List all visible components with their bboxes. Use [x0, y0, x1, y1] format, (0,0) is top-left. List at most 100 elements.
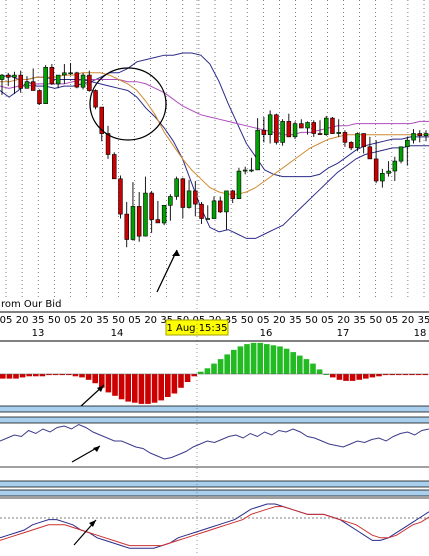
candle-body — [199, 203, 204, 219]
day-label: 17 — [337, 328, 350, 339]
candle-body — [68, 72, 73, 75]
candle-body — [112, 154, 117, 180]
histogram-bar — [171, 374, 178, 394]
histogram-bar — [396, 374, 402, 376]
day-label: 13 — [32, 328, 45, 339]
histogram-bar — [132, 374, 138, 403]
time-tick-label: 20 — [273, 315, 286, 326]
panel-separator — [0, 481, 429, 487]
candle-body — [398, 146, 404, 162]
candle-body — [0, 74, 5, 80]
arrow-head — [89, 520, 96, 527]
time-tick-label: 35 — [353, 315, 366, 326]
histogram-bar — [264, 344, 270, 374]
candle-body — [274, 114, 279, 143]
histogram-bar — [217, 359, 224, 374]
panel-separator — [0, 490, 429, 496]
candle-body — [130, 206, 136, 240]
histogram-bar — [72, 374, 79, 377]
candle-body — [37, 90, 42, 104]
histogram-bar — [33, 374, 39, 377]
candle-body — [186, 190, 192, 208]
arrow-line — [156, 249, 178, 293]
histogram-bar — [66, 374, 72, 376]
lower-band-line — [0, 74, 429, 239]
time-tick-label: 20 — [337, 315, 350, 326]
day-label: 18 — [414, 328, 427, 339]
time-tick-label: 20 — [16, 315, 29, 326]
candle-body — [99, 106, 105, 134]
candle-body — [317, 133, 323, 135]
histogram-bar — [99, 374, 105, 388]
candle-body — [342, 132, 348, 143]
histogram-bar — [191, 374, 197, 377]
candle-body — [405, 139, 410, 148]
candle-body — [6, 74, 11, 78]
time-tick-label: 20 — [80, 315, 93, 326]
histogram-bar — [52, 374, 59, 376]
histogram-bar — [19, 374, 26, 378]
time-tick-label: 35 — [32, 315, 45, 326]
histogram-bar — [277, 346, 283, 374]
candle-body — [143, 192, 148, 237]
time-tick-label: 05 — [0, 315, 12, 326]
time-tick-label: 05 — [385, 315, 398, 326]
histogram-bar — [382, 374, 389, 376]
candle-body — [267, 114, 273, 136]
histogram-bar — [336, 374, 343, 380]
candle-body — [87, 74, 92, 91]
time-tick-label: 20 — [402, 315, 415, 326]
circle-annotation — [89, 67, 167, 141]
histogram-bar — [46, 374, 52, 376]
histogram-bar — [283, 348, 290, 374]
histogram-bar — [369, 374, 376, 378]
histogram-bar — [237, 346, 244, 374]
candle-body — [211, 200, 217, 219]
day-label: 14 — [111, 328, 124, 339]
candle-body — [180, 178, 186, 208]
candle-body — [361, 133, 366, 147]
histogram-bar — [79, 374, 85, 378]
candle-body — [286, 121, 292, 138]
histogram-bar — [415, 374, 422, 376]
histogram-bar — [270, 345, 277, 374]
candle-body — [411, 133, 416, 141]
histogram-bar — [316, 369, 323, 374]
candle-body — [24, 81, 30, 89]
candle-body — [380, 173, 385, 182]
watermark-text: rom Our Bid — [1, 299, 61, 310]
candle-body — [30, 81, 36, 91]
candle-body — [55, 74, 61, 85]
candle-body — [348, 142, 354, 149]
time-tick-label: 35 — [96, 315, 109, 326]
candle-body — [168, 196, 173, 206]
stochastic-d-line — [0, 506, 429, 547]
time-tick-label: 50 — [48, 315, 61, 326]
candle-body — [224, 190, 229, 213]
oscillator-panel — [0, 423, 429, 468]
candle-body — [218, 200, 223, 213]
candle-body — [330, 117, 335, 134]
histogram-bar — [145, 374, 151, 404]
candlestick-series — [0, 62, 429, 248]
time-tick-label: 20 — [144, 315, 157, 326]
arrow-head — [172, 250, 180, 256]
histogram-bar — [26, 374, 32, 377]
histogram-bar — [303, 359, 310, 374]
candle-body — [280, 121, 285, 143]
histogram-bar — [244, 344, 250, 374]
histogram-bar — [250, 342, 257, 374]
panel-separators — [0, 405, 429, 499]
candle-body — [261, 129, 267, 135]
candle-body — [105, 133, 111, 155]
histogram-bar — [356, 374, 362, 380]
histogram-bar — [165, 374, 171, 397]
histogram-bar — [376, 374, 382, 377]
candle-body — [18, 74, 23, 89]
annotations — [89, 67, 180, 293]
histogram-bar — [310, 363, 316, 374]
middle-band-line — [0, 79, 429, 136]
candle-body — [12, 74, 17, 78]
